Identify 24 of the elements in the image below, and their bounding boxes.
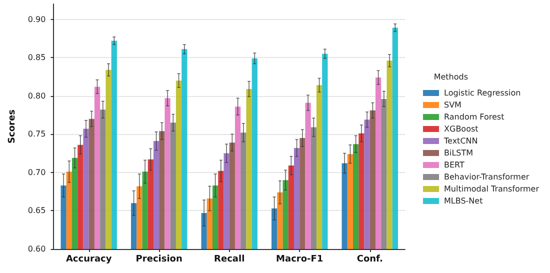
legend-label: Multimodal Transformer <box>444 184 540 194</box>
legend-label: SVM <box>444 100 462 110</box>
y-axis-title: Scores <box>8 110 18 144</box>
legend-label: MLBS-Net <box>444 196 483 206</box>
legend-title: Methods <box>434 72 468 82</box>
legend-label: XGBoost <box>444 124 478 134</box>
legend-label: Logistic Regression <box>444 88 521 98</box>
x-tick-label: Accuracy <box>66 254 112 264</box>
legend-label: TextCNN <box>443 136 478 146</box>
x-tick-label: Conf. <box>356 254 383 264</box>
y-tick-label: 0.75 <box>28 130 46 139</box>
y-tick-label: 0.85 <box>28 53 46 62</box>
y-tick-label: 0.80 <box>28 91 46 100</box>
x-tick-label: Macro-F1 <box>276 254 324 264</box>
y-tick-label: 0.90 <box>28 14 46 24</box>
y-tick-label: 0.70 <box>28 168 46 177</box>
legend-label: Random Forest <box>444 112 504 122</box>
x-tick-label: Precision <box>136 254 182 264</box>
legend-label: BiLSTM <box>444 148 474 158</box>
x-tick-label: Recall <box>214 254 245 264</box>
y-tick-label: 0.65 <box>28 206 46 216</box>
legend-label: Behavior-Transformer <box>444 172 530 182</box>
legend-label: BERT <box>444 160 465 170</box>
y-tick-label: 0.60 <box>28 244 46 254</box>
